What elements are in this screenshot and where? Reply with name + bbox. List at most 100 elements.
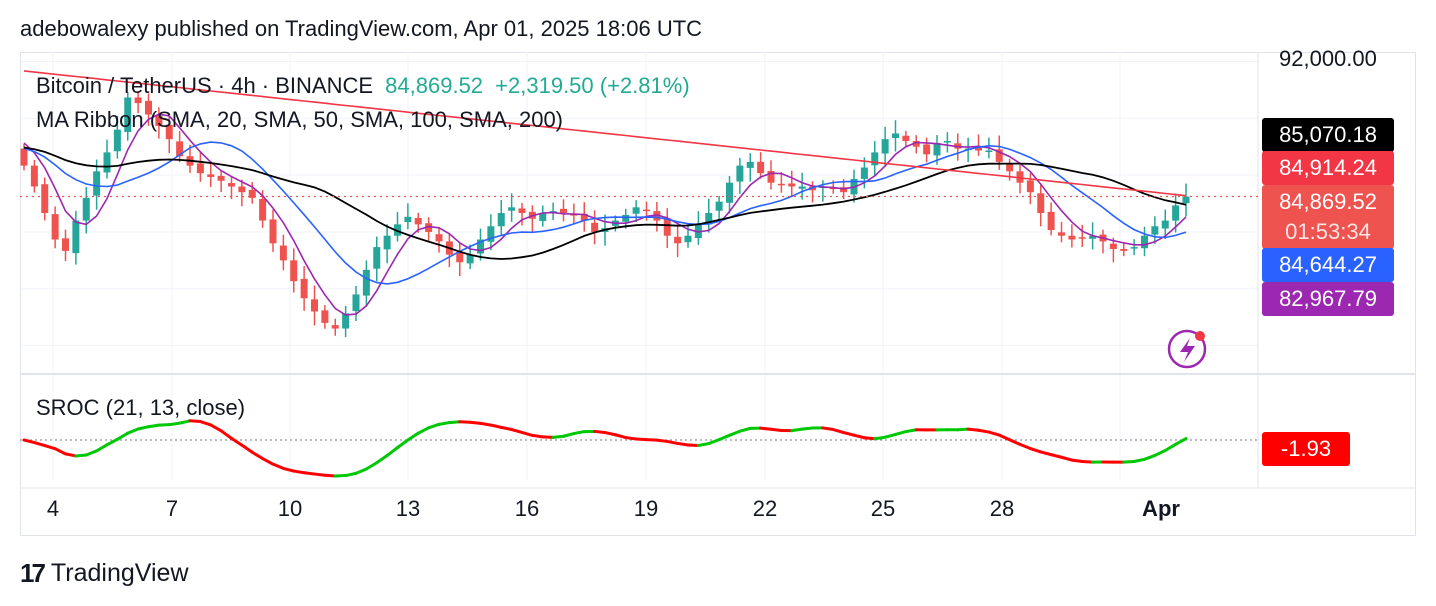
sma50-line [23,141,1187,285]
candle-body [580,213,588,221]
sroc-segment [489,423,503,429]
candle-body [1172,205,1180,221]
last-price-value: 84,869.52 [1279,189,1377,214]
sroc-segment [447,420,462,425]
candle-body [1161,220,1169,229]
sroc-segment [696,442,711,447]
x-tick: 19 [633,496,659,521]
sroc-segment [385,446,399,458]
sroc-segment [364,461,379,471]
candle-body [508,207,516,211]
footer[interactable]: 17 TradingView [20,558,189,589]
candle-body [228,183,235,187]
sroc-segment [520,430,534,437]
candle-body [902,135,910,142]
candle-body [404,216,412,223]
sroc-segment [894,430,908,436]
candle-body [1109,243,1117,249]
sroc-segment [292,469,306,475]
sroc-segment [624,436,638,441]
candle-body [1016,171,1024,183]
sroc-segment [1163,442,1178,453]
sroc-segment [862,436,877,441]
sroc-segment [873,435,887,441]
candle-body [477,239,484,254]
sroc-segment [64,452,78,458]
sroc-segment [530,433,545,439]
sroc-segment [136,425,150,431]
sroc-segment [852,433,866,440]
candle-body [435,234,443,242]
candle-body [1089,235,1097,239]
sroc-legend[interactable]: SROC (21, 13, close) [36,395,246,420]
candle-body [912,141,920,147]
sroc-segment [676,441,690,447]
sroc-segment [22,438,36,445]
candle-body [362,269,370,296]
sroc-segment [821,426,835,432]
candle-body [663,218,671,236]
candle-body [394,224,401,236]
sroc-segment [800,426,814,431]
candle-body [860,167,868,179]
candle-body [684,235,692,243]
flash-icon [1167,329,1207,369]
sroc-segment [551,434,565,439]
candle-body [653,211,661,221]
last-price-badge: 84,869.52 01:53:34 [1262,185,1394,249]
x-tick: Apr [1142,496,1180,521]
tradingview-logo-icon: 17 [20,558,46,588]
candle-body [300,278,308,299]
sroc-segment [572,430,586,436]
price-axis-top-label: 92,000.00 [1279,46,1377,71]
sroc-segment [1008,438,1022,446]
sroc-segment [427,422,441,430]
sroc-segment [147,423,161,429]
sroc-segment [115,431,130,441]
sroc-segment [707,438,721,446]
x-tick: 10 [277,496,303,521]
sroc-segment [271,462,285,470]
sroc-segment [1122,460,1136,464]
sroc-segment [1028,447,1043,454]
candle-body [93,171,101,196]
sroc-segment [613,433,628,440]
sroc-segment [105,437,119,447]
candle-body [269,219,277,244]
symbol-title: Bitcoin / TetherUS · 4h · BINANCE [36,73,374,98]
candle-body [705,213,713,225]
candle-body [1037,193,1045,213]
candle-body [62,238,69,251]
sroc-segment [167,421,182,427]
candle-body [943,141,951,143]
candle-body [145,100,152,115]
ma-ribbon-legend[interactable]: MA Ribbon (SMA, 20, SMA, 50, SMA, 100, S… [36,107,564,132]
candle-body [715,201,723,211]
sroc-segment [188,419,202,424]
symbol-legend[interactable]: Bitcoin / TetherUS · 4h · BINANCE 84,869… [36,73,690,99]
candle-body [165,124,173,140]
candle-body [248,189,256,198]
chart-frame[interactable] [20,52,1416,536]
candle-body [881,139,889,154]
candle-body [207,174,215,178]
sroc-segment [43,444,57,451]
sroc-segment [966,427,980,432]
candle-body [259,198,267,221]
sroc-segment [987,430,1001,437]
sroc-segment [759,426,773,431]
candle-body [383,235,391,250]
x-tick: 13 [395,496,421,521]
sroc-segment [769,427,783,432]
candle-body [352,294,360,312]
sroc-segment [977,428,991,434]
sroc-segment [1153,449,1167,457]
candle-body [134,97,142,104]
sroc-segment [904,428,918,434]
sma50-badge: 84,644.27 [1262,248,1394,282]
sroc-segment [1039,450,1053,457]
candle-body [51,214,59,240]
candle-body [746,161,754,168]
sroc-segment [302,471,316,476]
